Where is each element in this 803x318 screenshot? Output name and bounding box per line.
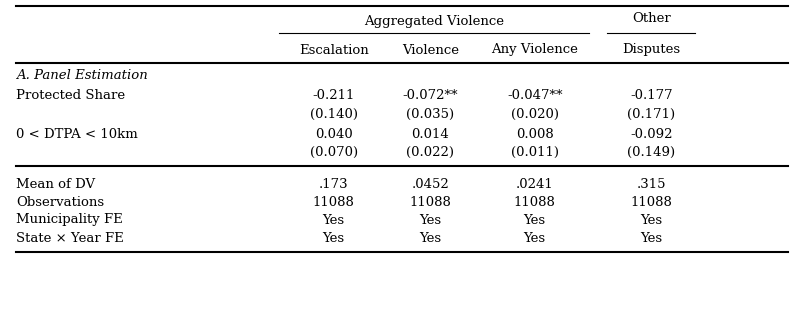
Text: (0.171): (0.171) xyxy=(626,107,675,121)
Text: 0.014: 0.014 xyxy=(411,128,448,141)
Text: 11088: 11088 xyxy=(409,196,450,209)
Text: 11088: 11088 xyxy=(630,196,671,209)
Text: (0.011): (0.011) xyxy=(510,146,558,158)
Text: (0.140): (0.140) xyxy=(309,107,357,121)
Text: -0.211: -0.211 xyxy=(312,89,354,102)
Text: Yes: Yes xyxy=(523,213,545,226)
Text: (0.149): (0.149) xyxy=(626,146,675,158)
Text: (0.035): (0.035) xyxy=(406,107,454,121)
Text: Yes: Yes xyxy=(418,213,441,226)
Text: Other: Other xyxy=(631,11,670,24)
Text: (0.020): (0.020) xyxy=(510,107,558,121)
Text: .0241: .0241 xyxy=(516,177,552,190)
Text: (0.022): (0.022) xyxy=(406,146,454,158)
Text: Aggregated Violence: Aggregated Violence xyxy=(364,16,503,29)
Text: Yes: Yes xyxy=(322,232,344,245)
Text: A. Panel Estimation: A. Panel Estimation xyxy=(16,70,148,82)
Text: .0452: .0452 xyxy=(411,177,448,190)
Text: (0.070): (0.070) xyxy=(309,146,357,158)
Text: Municipality FE: Municipality FE xyxy=(16,213,123,226)
Text: -0.092: -0.092 xyxy=(630,128,671,141)
Text: -0.177: -0.177 xyxy=(629,89,672,102)
Text: -0.047**: -0.047** xyxy=(506,89,562,102)
Text: -0.072**: -0.072** xyxy=(402,89,458,102)
Text: 11088: 11088 xyxy=(312,196,354,209)
Text: Yes: Yes xyxy=(418,232,441,245)
Text: 0.040: 0.040 xyxy=(315,128,352,141)
Text: Yes: Yes xyxy=(523,232,545,245)
Text: 0 < DTPA < 10km: 0 < DTPA < 10km xyxy=(16,128,137,141)
Text: Yes: Yes xyxy=(639,213,662,226)
Text: 11088: 11088 xyxy=(513,196,555,209)
Text: Yes: Yes xyxy=(639,232,662,245)
Text: Escalation: Escalation xyxy=(299,44,368,57)
Text: Disputes: Disputes xyxy=(622,44,679,57)
Text: 0.008: 0.008 xyxy=(516,128,552,141)
Text: Mean of DV: Mean of DV xyxy=(16,177,95,190)
Text: Violence: Violence xyxy=(402,44,458,57)
Text: .315: .315 xyxy=(636,177,665,190)
Text: State × Year FE: State × Year FE xyxy=(16,232,124,245)
Text: Any Violence: Any Violence xyxy=(491,44,577,57)
Text: Yes: Yes xyxy=(322,213,344,226)
Text: Protected Share: Protected Share xyxy=(16,89,125,102)
Text: .173: .173 xyxy=(319,177,348,190)
Text: Observations: Observations xyxy=(16,196,104,209)
